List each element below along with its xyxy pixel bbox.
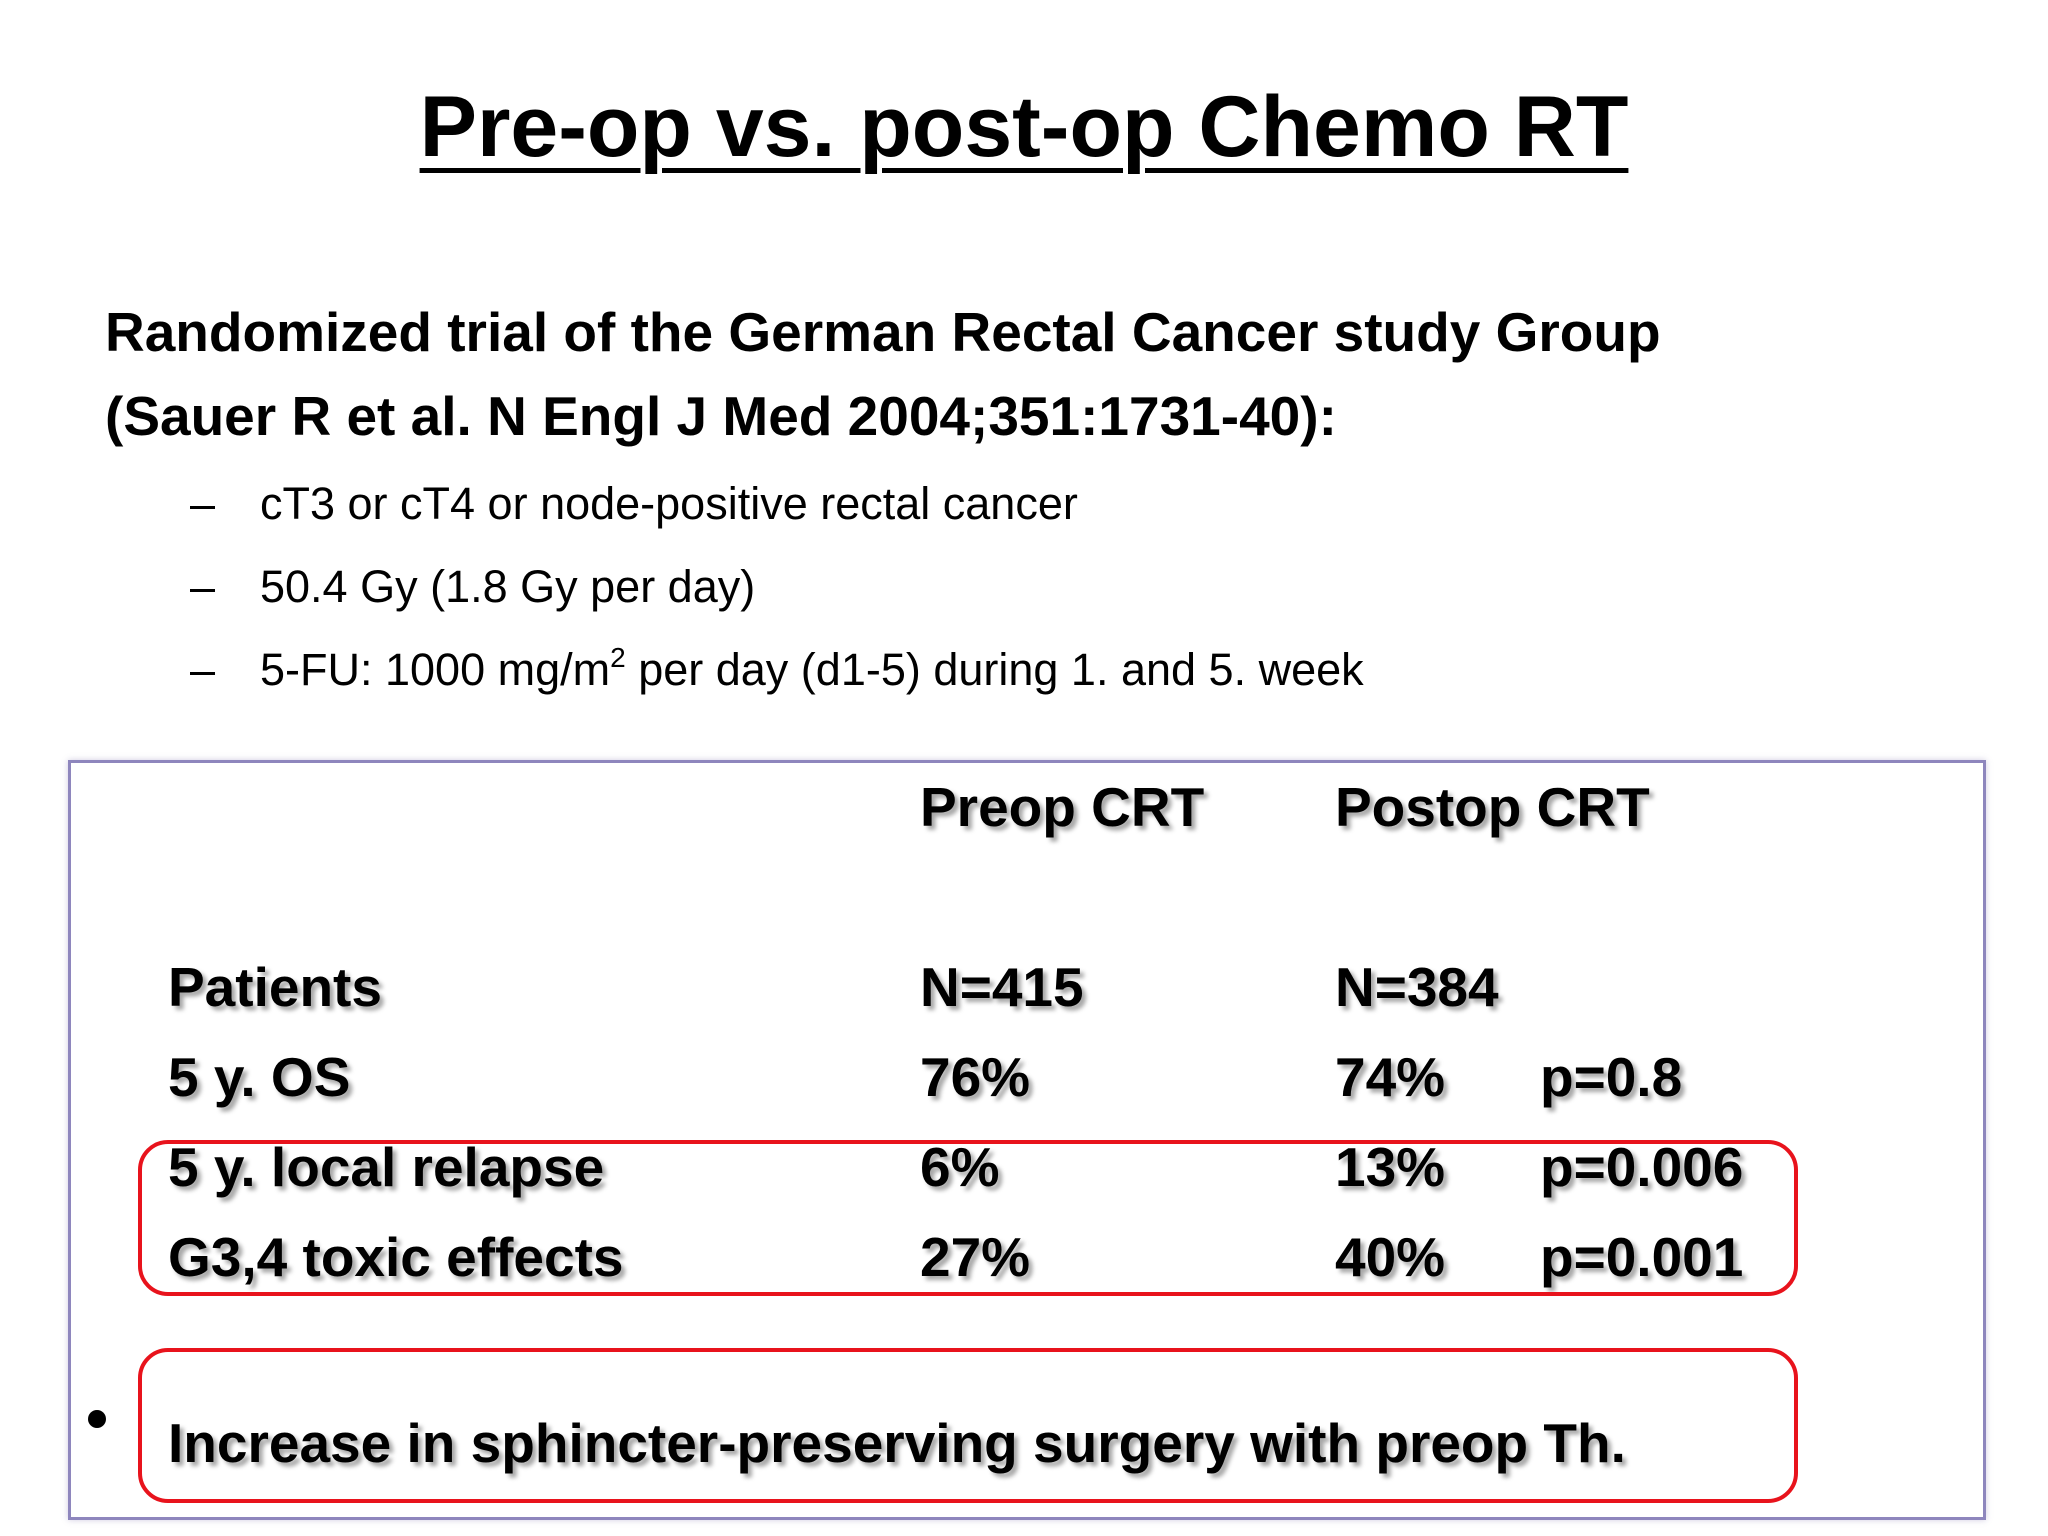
highlight-box-conclusion <box>138 1348 1798 1503</box>
study-description-line-1: Randomized trial of the German Rectal Ca… <box>105 301 1661 363</box>
study-citation: (Sauer R et al. N Engl J Med 2004;351:17… <box>105 385 1337 447</box>
cell-postop-toxic-effects: 40% <box>1335 1226 1446 1288</box>
slide-title-text: Pre-op vs. post-op Chemo RT <box>419 79 1629 175</box>
slide-title: Pre-op vs. post-op Chemo RT <box>0 72 2048 182</box>
column-header-postop: Postop CRT <box>1335 776 1650 838</box>
highlight-box-significant-rows <box>138 1140 1798 1296</box>
study-description: Randomized trial of the German Rectal Ca… <box>105 290 2005 458</box>
dash-bullet: – <box>190 561 216 612</box>
criteria-item: – 5-FU: 1000 mg/m2 per day (d1-5) during… <box>190 628 1990 711</box>
row-label-toxic-effects: G3,4 toxic effects <box>168 1226 624 1288</box>
study-criteria-list: – cT3 or cT4 or node-positive rectal can… <box>190 462 1990 711</box>
dose-schedule-text: per day (d1-5) during 1. and 5. week <box>625 644 1364 695</box>
cell-postop-patients: N=384 <box>1335 956 1499 1018</box>
conclusion-text: Increase in sphincter-preserving surgery… <box>168 1412 1626 1474</box>
cell-postop-os: 74% <box>1335 1046 1446 1108</box>
cell-preop-os: 76% <box>920 1046 1031 1108</box>
criteria-item: – cT3 or cT4 or node-positive rectal can… <box>190 462 1990 545</box>
column-header-preop: Preop CRT <box>920 776 1205 838</box>
row-label-os: 5 y. OS <box>168 1046 351 1108</box>
dose-text: 5-FU: 1000 mg/m <box>260 644 611 695</box>
cell-p-value-os: p=0.8 <box>1540 1046 1683 1108</box>
row-label-patients: Patients <box>168 956 382 1018</box>
dose-superscript: 2 <box>610 642 626 673</box>
criteria-item: – 50.4 Gy (1.8 Gy per day) <box>190 545 1990 628</box>
bullet-dot-icon <box>88 1410 106 1428</box>
cell-p-value-local-relapse: p=0.006 <box>1540 1136 1744 1198</box>
row-label-local-relapse: 5 y. local relapse <box>168 1136 605 1198</box>
cell-preop-toxic-effects: 27% <box>920 1226 1031 1288</box>
results-frame <box>68 760 1986 1520</box>
criteria-text: 50.4 Gy (1.8 Gy per day) <box>260 561 756 612</box>
criteria-text: cT3 or cT4 or node-positive rectal cance… <box>260 478 1078 529</box>
cell-preop-local-relapse: 6% <box>920 1136 1000 1198</box>
dash-bullet: – <box>190 644 216 695</box>
cell-postop-local-relapse: 13% <box>1335 1136 1446 1198</box>
cell-p-value-toxic-effects: p=0.001 <box>1540 1226 1744 1288</box>
cell-preop-patients: N=415 <box>920 956 1084 1018</box>
criteria-text: 5-FU: 1000 mg/m2 per day (d1-5) during 1… <box>260 642 1364 696</box>
dash-bullet: – <box>190 478 216 529</box>
